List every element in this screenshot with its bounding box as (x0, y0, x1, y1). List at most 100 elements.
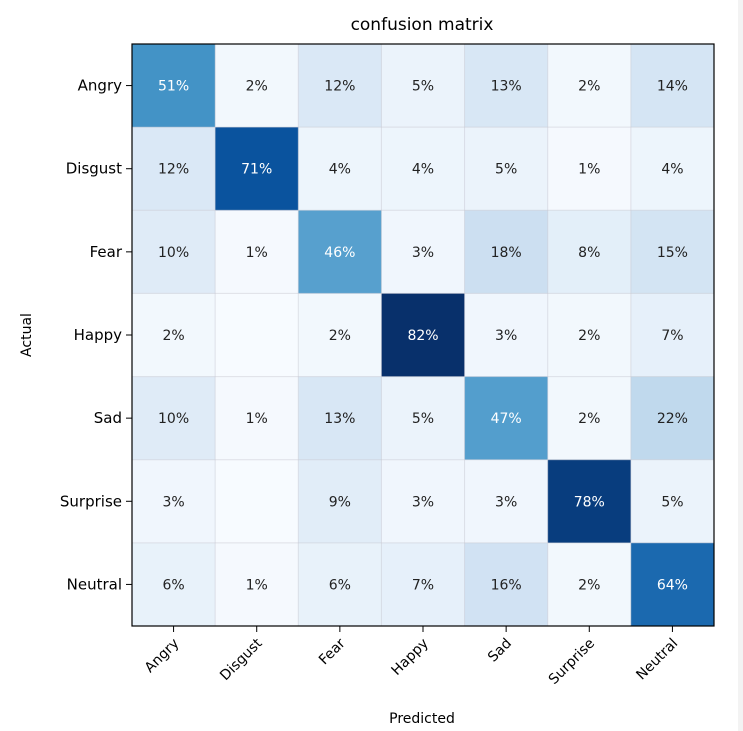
cell-value-label: 13% (491, 79, 522, 95)
cell-value-label: 4% (661, 162, 683, 178)
x-axis-ticks: Angry Disgust Fear Happy Sad Surprise Neutral (142, 626, 681, 688)
cell-value-label: 12% (158, 162, 189, 178)
cell-value-label: 1% (578, 162, 600, 178)
heatmap-cell (464, 127, 549, 211)
x-tick-label: Happy (389, 636, 432, 679)
cell-value-label: 5% (661, 494, 683, 510)
cell-value-label: 2% (578, 328, 600, 344)
heatmap-cell (132, 459, 216, 544)
heatmap-cell (215, 44, 299, 128)
heatmap-cell (464, 459, 549, 544)
heatmap-cell (132, 210, 216, 294)
cell-value-label: 7% (412, 577, 434, 593)
cell-value-label: 2% (578, 411, 600, 427)
cell-value-label: 1% (246, 245, 268, 261)
heatmap-cell (630, 542, 715, 627)
heatmap-cell (298, 376, 382, 461)
cell-value-label: 82% (407, 328, 438, 344)
heatmap-cell (298, 459, 382, 544)
y-axis-ticks: Angry Disgust Fear Happy Sad Surprise Neutral (60, 77, 132, 593)
heatmap-cell (132, 44, 216, 128)
cell-value-label: 14% (657, 79, 688, 95)
cell-value-label: 5% (412, 79, 434, 95)
heatmap-cell (630, 44, 715, 128)
heatmap-cell (464, 376, 549, 461)
heatmap-cell (547, 127, 632, 211)
heatmap-cell (464, 542, 549, 627)
cell-value-label: 10% (158, 245, 189, 261)
cell-value-label: 5% (412, 411, 434, 427)
cell-value-label: 7% (661, 328, 683, 344)
cell-value-label: 10% (158, 411, 189, 427)
y-tick-label: Neutral (67, 575, 122, 593)
heatmap-cell (464, 293, 549, 378)
cell-value-label: 6% (162, 577, 184, 593)
heatmap-cell (630, 210, 715, 294)
cell-value-label: 46% (324, 245, 355, 261)
cell-value-label: 3% (495, 328, 517, 344)
cell-value-label: 5% (495, 162, 517, 178)
cell-value-label: 1% (246, 411, 268, 427)
heatmap-cell (381, 459, 466, 544)
heatmap-cell (547, 459, 632, 544)
cell-value-label: 9% (329, 494, 351, 510)
cell-value-label: 4% (329, 162, 351, 178)
heatmap-cell (547, 376, 632, 461)
heatmap-cell (298, 210, 382, 294)
x-tick-label: Neutral (633, 636, 681, 684)
cell-value-label: 3% (495, 494, 517, 510)
heatmap-cell (464, 44, 549, 128)
chart-title: confusion matrix (351, 15, 494, 35)
y-tick-label: Sad (94, 409, 122, 427)
heatmap-cell (215, 542, 299, 627)
x-axis-label: Predicted (389, 711, 455, 727)
cell-value-label: 6% (329, 577, 351, 593)
heatmap-cell (630, 376, 715, 461)
y-axis-label: Actual (19, 313, 35, 357)
heatmap-cell (215, 376, 299, 461)
y-tick-label: Disgust (66, 160, 122, 178)
heatmap-cell (381, 44, 466, 128)
cell-value-label: 2% (578, 79, 600, 95)
cell-value-label: 2% (246, 79, 268, 95)
heatmap-cell (547, 293, 632, 378)
heatmap-cell (547, 210, 632, 294)
cell-value-label: 3% (412, 494, 434, 510)
cell-value-label: 71% (241, 162, 272, 178)
cell-value-label: 64% (657, 577, 688, 593)
heatmap-cell (132, 293, 216, 378)
heatmap-cell (215, 210, 299, 294)
cell-value-label: 47% (491, 411, 522, 427)
cell-value-labels: 51% 2% 12% 5% 13% 2% 14% 12% 71% 4% 4% 5% 1% 4% 10% 1% 4… (158, 79, 688, 594)
cell-value-label: 3% (412, 245, 434, 261)
cell-value-label: 22% (657, 411, 688, 427)
heatmap-cell (547, 44, 632, 128)
x-tick-label: Disgust (217, 635, 266, 684)
heatmap-cell (630, 459, 715, 544)
x-tick-label: Sad (485, 636, 515, 666)
heatmap-cell (132, 127, 216, 211)
heatmap-cell (298, 127, 382, 211)
heatmap-cell (298, 293, 382, 378)
y-tick-label: Fear (90, 243, 123, 261)
y-tick-label: Angry (78, 77, 122, 95)
cell-value-label: 12% (324, 79, 355, 95)
cell-value-label: 4% (412, 162, 434, 178)
heatmap-cell (215, 459, 299, 544)
heatmap-cell (132, 376, 216, 461)
heatmap-cell (630, 127, 715, 211)
x-tick-label: Surprise (546, 636, 598, 688)
heatmap-cell (215, 127, 299, 211)
heatmap-cell (381, 210, 466, 294)
cell-value-label: 3% (162, 494, 184, 510)
cell-value-label: 51% (158, 79, 189, 95)
y-tick-label: Surprise (60, 492, 122, 510)
cell-value-label: 18% (491, 245, 522, 261)
x-tick-label: Fear (316, 635, 349, 668)
cell-value-label: 2% (329, 328, 351, 344)
cell-value-label: 8% (578, 245, 600, 261)
cell-value-label: 1% (246, 577, 268, 593)
cell-value-label: 2% (578, 577, 600, 593)
heatmap-cell (215, 293, 299, 378)
